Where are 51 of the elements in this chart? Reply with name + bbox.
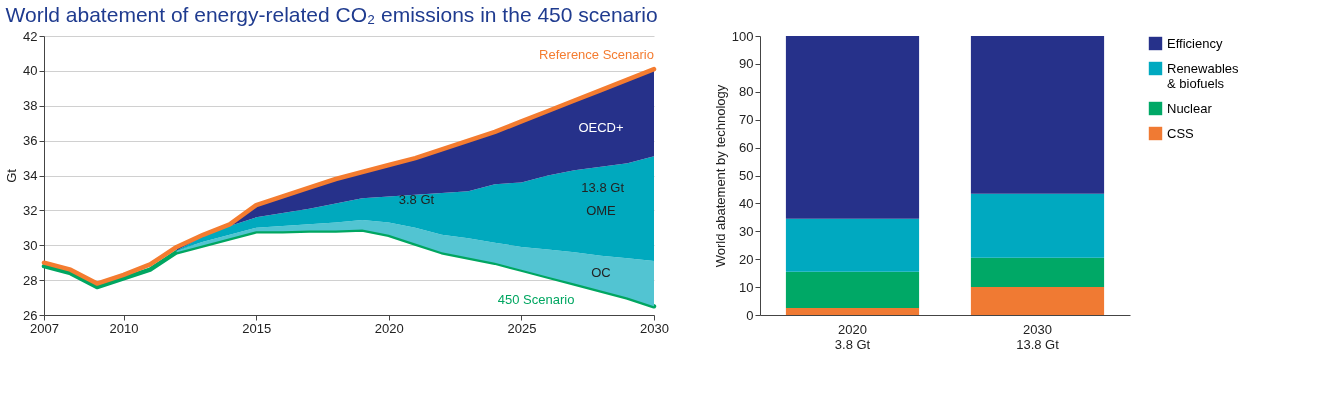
x-tick-label: 2030 13.8 Gt [1016, 321, 1060, 352]
y-tick-label: 34 [23, 168, 38, 183]
line-series [41, 66, 657, 286]
y-tick-label: 50 [739, 168, 754, 183]
x-tick-label: 2020 [374, 320, 404, 336]
x-tick-label: 2010 [109, 320, 139, 336]
x-tick-label: 2025 [507, 320, 537, 336]
y-tick-label: 40 [23, 63, 38, 79]
y-tick-label: 40 [739, 195, 754, 211]
series-label: Reference Scenario [539, 47, 654, 63]
bar [785, 271, 920, 309]
y-tick-label: 80 [739, 84, 754, 100]
y-tick-label: 36 [23, 133, 38, 149]
legend-label: CSS [1167, 125, 1195, 141]
series-label: OC [591, 265, 611, 281]
y-tick-label: 28 [23, 272, 38, 288]
series-label: OME [586, 203, 617, 219]
y-tick-label: 90 [739, 56, 754, 72]
y-tick-label: 26 [23, 307, 38, 323]
y-tick-label: 42 [23, 28, 38, 44]
y-tick-label: 32 [23, 202, 38, 218]
legend-label: Renewables & biofuels [1167, 60, 1240, 91]
legend-label: Efficiency [1167, 35, 1223, 51]
y-tick-label: 20 [739, 251, 754, 267]
series-label: OECD+ [578, 120, 624, 136]
x-tick-label: 2020 3.8 Gt [834, 321, 871, 352]
series-label: 450 Scenario [497, 291, 575, 307]
y-tick-label: 30 [23, 237, 38, 253]
bar [785, 218, 920, 272]
bar [970, 193, 1105, 258]
y-tick-label: 10 [739, 279, 754, 295]
y-tick-label: 38 [23, 98, 38, 114]
x-tick-label: 2015 [242, 320, 272, 336]
y-tick-label: 30 [739, 223, 754, 239]
y-axis-title: Gt [4, 168, 20, 183]
y-tick-label: 60 [739, 140, 754, 156]
bar [785, 36, 920, 219]
legend-label: Nuclear [1167, 100, 1213, 116]
chart-title: World abatement of energy-related CO₂ emissions in the 450 scenario [5, 3, 658, 26]
y-tick-label: 70 [739, 112, 754, 128]
bar [970, 257, 1105, 288]
bar [970, 287, 1105, 315]
x-tick-label: 2030 [640, 320, 669, 336]
y-axis-title: World abatement by technology [712, 84, 728, 268]
bar [785, 308, 920, 315]
annotation: 13.8 Gt [581, 179, 625, 195]
y-tick-label: 100 [731, 28, 754, 44]
y-tick-label: 0 [746, 307, 754, 323]
annotation: 3.8 Gt [398, 191, 435, 207]
x-tick-label: 2007 [30, 320, 59, 336]
bar [970, 36, 1105, 194]
